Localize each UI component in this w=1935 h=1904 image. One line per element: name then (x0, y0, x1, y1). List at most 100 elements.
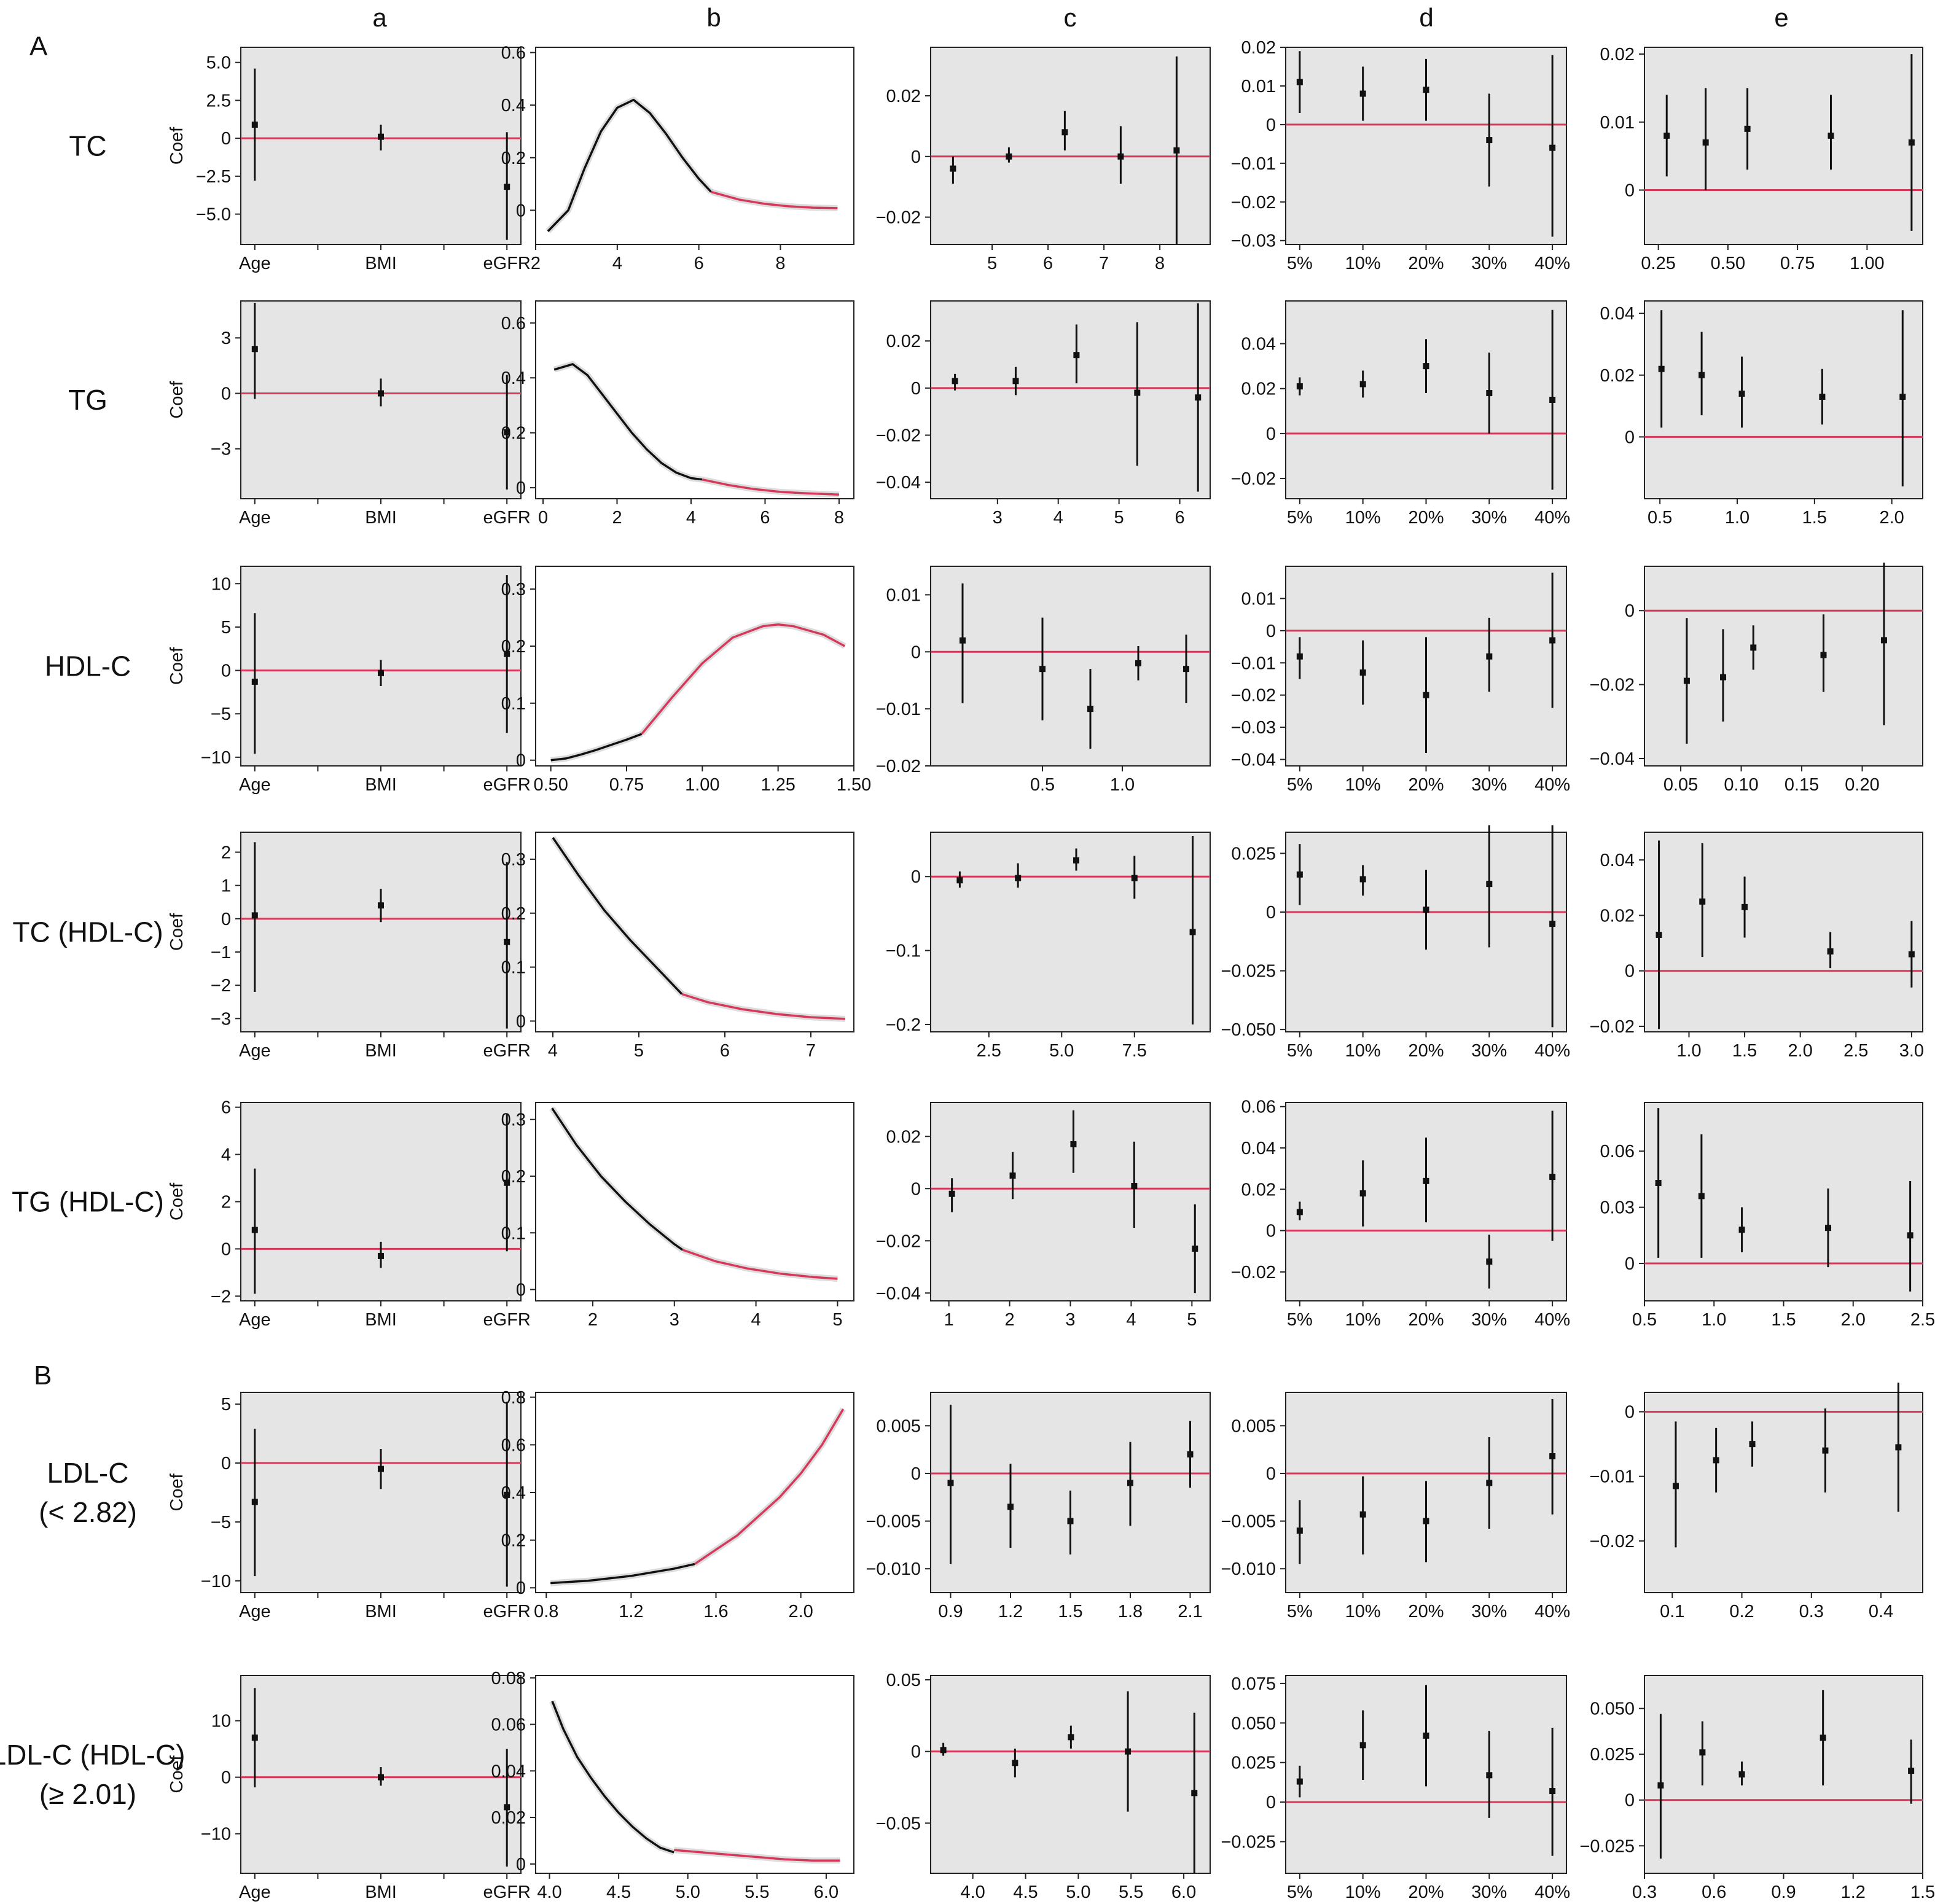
y-tick-label: 0.2 (501, 1531, 526, 1551)
panel-frame (930, 300, 1211, 499)
x-tick-label: 0.6 (1702, 1883, 1726, 1902)
panel-r6-e: −0.025 0 0.025 0.050 0.3 0.6 0.9 1.2 1.5 (1579, 1675, 1935, 1902)
point-marker (1750, 644, 1757, 651)
point-marker (1486, 390, 1493, 397)
point-marker (1134, 389, 1141, 396)
x-tick-label: 0.20 (1845, 775, 1879, 795)
y-axis-label: Coef (167, 127, 187, 165)
point-marker (504, 429, 510, 435)
y-tick-label: 0.02 (1241, 38, 1276, 58)
y-tick-label: −0.02 (876, 757, 921, 776)
panel-r2-b: 0 0.1 0.2 0.3 0.50 0.75 1.00 1.25 1.50 (501, 566, 871, 795)
point-marker (1015, 875, 1022, 881)
x-tick-label: BMI (365, 254, 397, 273)
y-tick-label: −5 (211, 704, 231, 724)
point-marker (1549, 144, 1556, 151)
panel-r0-a: −5.0 −2.5 0 2.5 5.0 Age BMI eGFR Coef (167, 47, 531, 273)
fitted-curve (551, 1107, 684, 1251)
x-tick-label: 40% (1534, 1883, 1570, 1902)
x-tick-label: 0.15 (1784, 775, 1819, 795)
y-tick-label: 0 (516, 751, 526, 771)
fitted-curve (694, 1408, 845, 1565)
point-marker (1486, 653, 1493, 660)
y-tick-label: 0 (1625, 1791, 1635, 1811)
row-label-2-0: HDL-C (45, 650, 131, 682)
y-tick-label: −10 (201, 1572, 231, 1591)
y-tick-label: 10 (211, 1712, 231, 1731)
panel-r3-a: −3 −2 −1 0 1 2 Age BMI eGFR Coef (167, 832, 531, 1061)
point-marker (251, 346, 258, 353)
x-tick-label: BMI (365, 1883, 397, 1902)
y-tick-label: 2 (221, 843, 231, 863)
point-marker (1549, 1174, 1556, 1180)
y-axis-label: Coef (167, 1473, 187, 1511)
x-tick-label: 20% (1408, 1602, 1444, 1621)
x-tick-label: 1.5 (1732, 1041, 1757, 1061)
x-tick-label: 1.5 (1771, 1310, 1796, 1330)
y-tick-label: 0.02 (886, 332, 921, 351)
y-tick-label: −0.025 (1579, 1836, 1635, 1856)
y-tick-label: 0.6 (501, 1435, 526, 1455)
y-tick-label: 0.005 (876, 1416, 921, 1436)
x-tick-label: 1.5 (1910, 1883, 1935, 1902)
y-tick-label: 0 (911, 867, 921, 887)
y-axis-label: Coef (167, 380, 187, 418)
point-marker (378, 669, 384, 676)
point-marker (1359, 1742, 1366, 1749)
x-tick-label: 0.50 (533, 775, 568, 795)
point-marker (1131, 1183, 1138, 1189)
y-tick-label: 4 (221, 1145, 231, 1165)
x-tick-label: 40% (1534, 254, 1570, 273)
x-tick-label: 20% (1408, 508, 1444, 528)
panel-frame (930, 1675, 1211, 1874)
point-marker (1423, 907, 1429, 913)
x-tick-label: 1.8 (1118, 1602, 1143, 1621)
fitted-curve (550, 733, 643, 762)
y-tick-label: 0.02 (1241, 1180, 1276, 1200)
point-marker (1702, 139, 1709, 146)
x-tick-label: 30% (1471, 775, 1507, 795)
x-tick-label: 8 (775, 254, 785, 273)
y-tick-label: −0.02 (1590, 1017, 1635, 1037)
x-tick-label: 5.5 (1119, 1883, 1143, 1902)
point-marker (1899, 393, 1906, 400)
x-tick-label: 1.0 (1725, 508, 1749, 528)
row-label-1-0: TG (68, 384, 108, 416)
point-marker (1067, 1518, 1074, 1524)
row-label-5-0: LDL-C (47, 1457, 129, 1489)
x-tick-label: eGFR (483, 1041, 531, 1061)
point-marker (1656, 932, 1662, 938)
x-tick-label: 6.0 (1171, 1883, 1196, 1902)
y-tick-label: 2 (221, 1193, 231, 1212)
y-tick-label: −0.02 (876, 208, 921, 228)
y-tick-label: 0 (1266, 115, 1276, 135)
x-tick-label: 5.5 (745, 1883, 769, 1902)
point-marker (1827, 948, 1834, 955)
point-marker (1880, 637, 1887, 644)
x-tick-label: eGFR (483, 254, 531, 273)
y-tick-label: 0 (221, 384, 231, 404)
point-marker (1895, 1444, 1902, 1451)
x-tick-label: 5% (1287, 1041, 1313, 1061)
y-tick-label: 0.4 (501, 369, 526, 388)
x-tick-label: Age (239, 1883, 271, 1902)
x-tick-label: 30% (1471, 1602, 1507, 1621)
panel-frame (1644, 1392, 1923, 1593)
point-marker (251, 1734, 258, 1741)
point-marker (1012, 1760, 1018, 1766)
point-marker (1061, 129, 1068, 136)
x-tick-label: 10% (1345, 775, 1381, 795)
point-marker (950, 165, 956, 172)
x-tick-label: 5 (832, 1310, 842, 1330)
x-tick-label: 4 (1054, 508, 1063, 528)
x-tick-label: 30% (1471, 508, 1507, 528)
panel-frame (535, 47, 854, 245)
point-marker (1713, 1457, 1719, 1464)
fitted-curve (553, 363, 703, 481)
y-tick-label: 0 (221, 1768, 231, 1788)
point-marker (1655, 1180, 1662, 1187)
y-tick-label: 0.6 (501, 44, 526, 63)
point-marker (378, 1774, 384, 1781)
x-tick-label: 5% (1287, 775, 1313, 795)
x-tick-label: 0.5 (1632, 1310, 1657, 1330)
